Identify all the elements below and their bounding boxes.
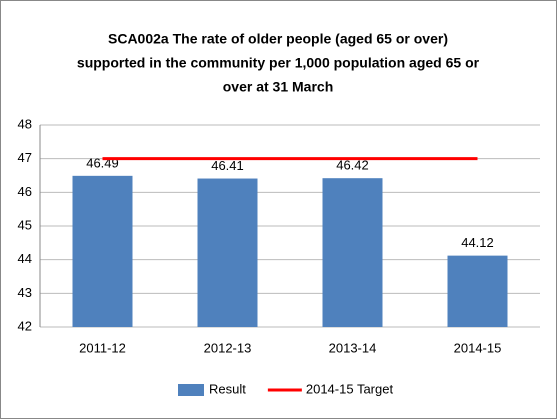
data-label: 46.41 bbox=[211, 158, 244, 173]
x-tick-label: 2012-13 bbox=[204, 340, 252, 355]
y-tick-label: 48 bbox=[18, 116, 32, 131]
y-tick-label: 45 bbox=[18, 217, 32, 232]
data-label: 44.12 bbox=[461, 235, 494, 250]
bar bbox=[197, 178, 258, 327]
chart-title: SCA002a The rate of older people (aged 6… bbox=[108, 31, 448, 47]
bar bbox=[72, 175, 133, 327]
bar bbox=[447, 255, 508, 327]
y-tick-label: 42 bbox=[18, 318, 32, 333]
y-tick-label: 44 bbox=[18, 251, 32, 266]
legend-label: Result bbox=[209, 381, 246, 396]
x-tick-label: 2014-15 bbox=[454, 340, 502, 355]
bar bbox=[322, 178, 383, 327]
x-tick-label: 2011-12 bbox=[79, 340, 126, 355]
y-tick-label: 46 bbox=[18, 184, 32, 199]
data-label: 46.42 bbox=[336, 158, 369, 173]
y-tick-label: 47 bbox=[18, 150, 32, 165]
x-tick-label: 2013-14 bbox=[329, 340, 377, 355]
y-tick-label: 43 bbox=[18, 285, 32, 300]
legend-swatch bbox=[178, 384, 204, 396]
chart-title: supported in the community per 1,000 pop… bbox=[77, 55, 480, 71]
legend-label: 2014-15 Target bbox=[306, 381, 394, 396]
chart-title: over at 31 March bbox=[223, 79, 334, 95]
